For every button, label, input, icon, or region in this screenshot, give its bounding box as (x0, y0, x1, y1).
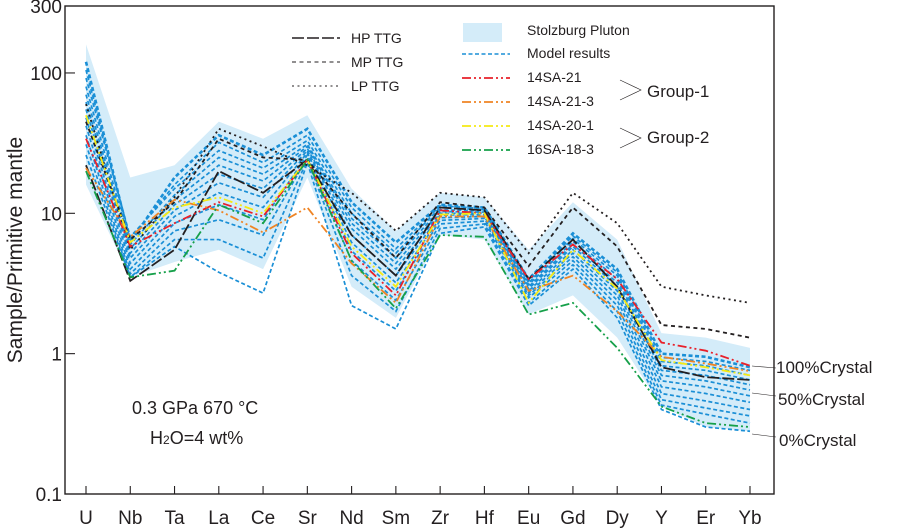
y-tick-label-100: 100 (30, 64, 62, 85)
series-layer (85, 103, 751, 428)
x-tick-label-gd: Gd (560, 508, 585, 529)
model-curve-5 (85, 94, 751, 386)
x-tick-label-hf: Hf (475, 508, 495, 529)
crystal-0-label: 0%Crystal (779, 431, 856, 450)
x-tick-label-er: Er (696, 508, 716, 529)
legend-label-lp-ttg: LP TTG (351, 78, 400, 94)
conditions-water: H2O=4 wt% (150, 428, 243, 448)
legend-label-16sa-18-3: 16SA-18-3 (527, 141, 594, 157)
plot-frame (64, 5, 775, 495)
x-tick-label-nb: Nb (118, 508, 142, 529)
x-axis: U Nb Ta La Ce Sr Nd Sm Zr Hf Eu Gd Dy Y Er Yb (79, 486, 762, 529)
crystal-100-leader (751, 365, 777, 369)
legend-label-stolzburg: Stolzburg Pluton (527, 22, 630, 38)
model-curve-9 (85, 125, 751, 411)
y-axis-label: Sample/Primitive mantle (4, 137, 27, 363)
water-h: H (150, 428, 163, 448)
crystal-100-label: 100%Crystal (776, 358, 872, 377)
legend-label-14sa-21: 14SA-21 (527, 69, 582, 85)
model-curve-6 (85, 101, 751, 391)
series-line-14sa-21 (85, 138, 751, 367)
water-rest: O=4 wt% (170, 428, 244, 448)
legend-label-14sa-21-3: 14SA-21-3 (527, 93, 594, 109)
legend-swatch-stolzburg (463, 23, 502, 42)
model-curve-1 (84, 61, 751, 369)
y-axis: 0.1 1 10 100 300 (30, 0, 75, 506)
model-curve-4 (85, 86, 751, 381)
series-line-14sa-21-3 (85, 167, 751, 373)
model-curve-2 (85, 69, 751, 372)
legend-label-14sa-20-1: 14SA-20-1 (527, 117, 594, 133)
group2-label: Group-2 (647, 128, 709, 147)
y-tick-label-0-1: 0.1 (36, 485, 62, 506)
legend-label-hp-ttg: HP TTG (351, 30, 402, 46)
crystal-0-leader (751, 433, 777, 438)
x-tick-label-la: La (208, 508, 230, 529)
x-tick-label-sr: Sr (298, 508, 318, 529)
x-tick-label-nd: Nd (339, 508, 363, 529)
series-line-14sa-20-1 (85, 114, 751, 377)
x-tick-label-yb: Yb (738, 508, 761, 529)
group2-bracket (619, 127, 642, 149)
water-sub: 2 (163, 433, 170, 447)
conditions-pt: 0.3 GPa 670 °C (132, 398, 258, 418)
model-curve-11 (85, 144, 751, 424)
x-tick-label-zr: Zr (431, 508, 450, 529)
crystal-50-leader (751, 392, 777, 397)
series-line-16sa-18-3 (85, 158, 751, 428)
x-tick-label-dy: Dy (606, 508, 630, 529)
y-tick-label-1: 1 (51, 345, 62, 366)
x-tick-label-sm: Sm (382, 508, 411, 529)
x-tick-label-y: Y (655, 508, 668, 529)
model-curve-12 (85, 154, 751, 433)
y-tick-label-300: 300 (30, 0, 62, 18)
series-line-hp-ttg (85, 158, 751, 381)
y-tick-label-10: 10 (41, 204, 62, 225)
x-tick-label-eu: Eu (517, 508, 540, 529)
legend-ttg: HP TTG MP TTG LP TTG (292, 30, 403, 94)
x-tick-label-ce: Ce (251, 508, 275, 529)
legend-samples: Stolzburg Pluton Model results 14SA-21 1… (462, 22, 709, 157)
legend-label-mp-ttg: MP TTG (351, 54, 403, 70)
group1-label: Group-1 (647, 82, 709, 101)
x-tick-label-ta: Ta (164, 508, 185, 529)
x-tick-label-u: U (79, 508, 93, 529)
crystal-50-label: 50%Crystal (778, 390, 865, 409)
group1-bracket (619, 79, 642, 101)
model-curve-10 (85, 134, 751, 417)
model-curve-7 (85, 109, 751, 397)
legend-label-model: Model results (527, 45, 610, 61)
